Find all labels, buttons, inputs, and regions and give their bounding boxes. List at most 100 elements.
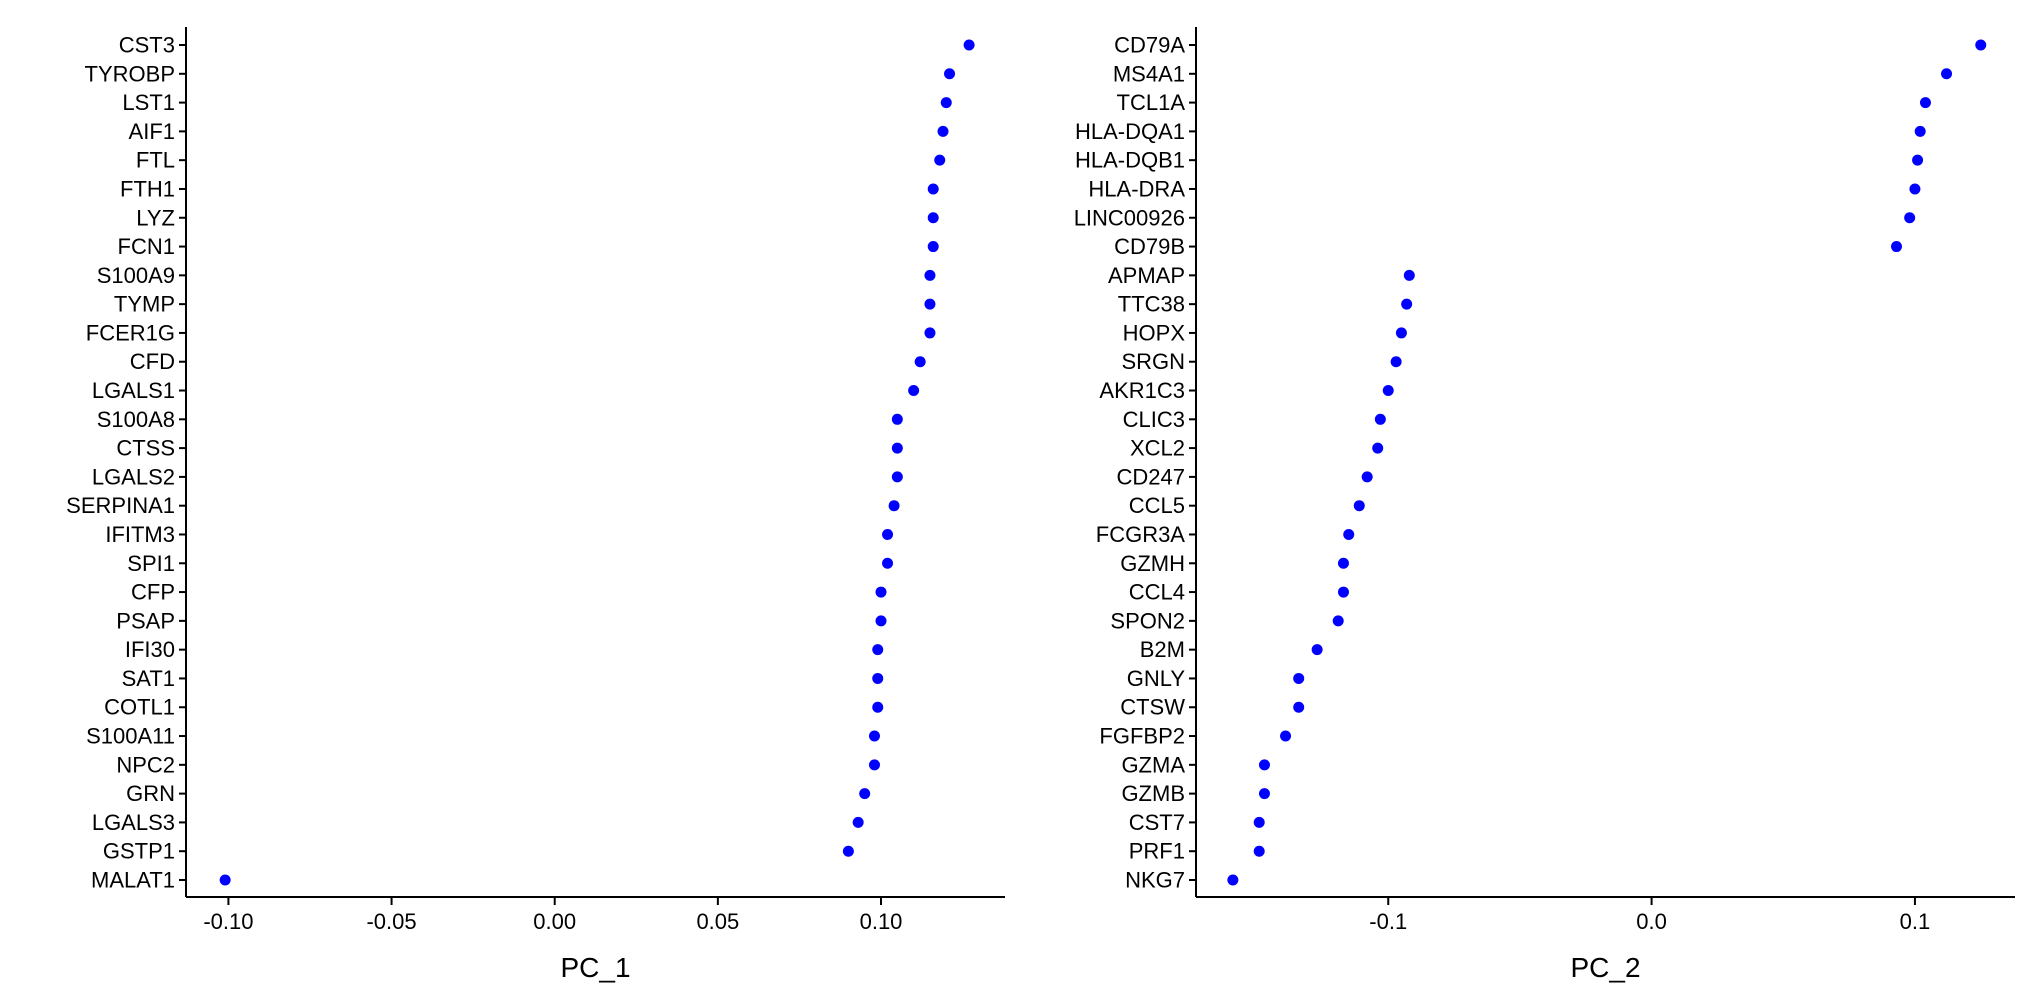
data-point: [963, 39, 975, 51]
data-point: [1311, 644, 1323, 656]
gene-label: LGALS1: [92, 378, 175, 403]
gene-label: SPON2: [1110, 608, 1185, 633]
gene-label: HLA-DQA1: [1075, 119, 1185, 144]
gene-label: LGALS2: [92, 464, 175, 489]
gene-label: GZMH: [1120, 551, 1185, 576]
gene-label: AKR1C3: [1099, 378, 1185, 403]
x-tick-label: 0.05: [696, 909, 739, 934]
data-point: [872, 672, 884, 684]
gene-label: B2M: [1140, 637, 1185, 662]
gene-label: FCER1G: [86, 320, 175, 345]
data-point: [940, 97, 952, 109]
x-tick-label: 0.0: [1636, 909, 1667, 934]
data-point: [1382, 385, 1394, 397]
gene-label: CTSW: [1120, 695, 1185, 720]
gene-label: CCL4: [1129, 580, 1185, 605]
data-point: [888, 500, 900, 512]
data-point: [1293, 701, 1305, 713]
gene-label: CST3: [119, 33, 175, 58]
data-point: [927, 241, 939, 253]
data-point: [924, 269, 936, 281]
data-point: [868, 730, 880, 742]
data-point: [1253, 816, 1265, 828]
gene-label: TYMP: [114, 292, 175, 317]
data-point: [1253, 845, 1265, 857]
gene-label: SAT1: [122, 666, 175, 691]
data-point: [1912, 154, 1924, 166]
data-point: [1337, 557, 1349, 569]
gene-label: LST1: [122, 90, 175, 115]
data-point: [1258, 759, 1270, 771]
gene-label: PRF1: [1129, 839, 1185, 864]
data-point: [1280, 730, 1292, 742]
data-point: [891, 471, 903, 483]
gene-label: S100A9: [97, 263, 175, 288]
data-point: [914, 356, 926, 368]
gene-label: CD79A: [1114, 33, 1185, 58]
gene-label: LINC00926: [1074, 205, 1185, 230]
gene-label: GZMB: [1121, 781, 1185, 806]
gene-label: SPI1: [127, 551, 175, 576]
gene-label: GSTP1: [103, 839, 175, 864]
gene-label: IFI30: [125, 637, 175, 662]
x-tick-label: 0.00: [533, 909, 576, 934]
data-point: [927, 183, 939, 195]
data-point: [1227, 874, 1239, 886]
gene-label: GZMA: [1121, 752, 1185, 777]
gene-label: CFP: [131, 580, 175, 605]
gene-label: CFD: [130, 349, 175, 374]
data-point: [924, 298, 936, 310]
x-tick-label: -0.1: [1369, 909, 1407, 934]
data-point: [1293, 672, 1305, 684]
gene-label: APMAP: [1108, 263, 1185, 288]
gene-label: TYROBP: [85, 61, 175, 86]
data-point: [891, 442, 903, 454]
gene-label: LGALS3: [92, 810, 175, 835]
gene-label: HOPX: [1123, 320, 1186, 345]
gene-label: NKG7: [1125, 868, 1185, 893]
gene-label: GNLY: [1127, 666, 1186, 691]
data-point: [1919, 97, 1931, 109]
gene-label: TTC38: [1118, 292, 1185, 317]
gene-label: FTL: [136, 148, 175, 173]
gene-label: TCL1A: [1117, 90, 1186, 115]
data-point: [882, 528, 894, 540]
data-point: [1401, 298, 1413, 310]
data-point: [1975, 39, 1987, 51]
x-tick-label: -0.10: [203, 909, 253, 934]
data-point: [1337, 586, 1349, 598]
panel-pc2: CD79A MS4A1 TCL1A HLA-DQA1 HLA-DQB1 HLA-DRA LI…: [1074, 27, 2015, 983]
data-point: [937, 125, 949, 137]
data-point: [1343, 528, 1355, 540]
data-point: [1909, 183, 1921, 195]
data-point: [875, 615, 887, 627]
gene-label: HLA-DRA: [1088, 176, 1185, 201]
data-point: [1941, 68, 1953, 80]
data-point: [944, 68, 956, 80]
gene-label: LYZ: [136, 205, 175, 230]
gene-label: SERPINA1: [66, 493, 175, 518]
gene-label: CST7: [1129, 810, 1185, 835]
data-point: [1403, 269, 1415, 281]
gene-label: S100A11: [86, 724, 175, 749]
gene-label: GRN: [126, 781, 175, 806]
gene-label: FCGR3A: [1096, 522, 1186, 547]
gene-label: XCL2: [1130, 436, 1185, 461]
data-point: [1890, 241, 1902, 253]
gene-label: SRGN: [1121, 349, 1185, 374]
data-point: [882, 557, 894, 569]
data-point: [868, 759, 880, 771]
data-point: [872, 701, 884, 713]
x-tick-label: -0.05: [366, 909, 416, 934]
data-point: [1374, 413, 1386, 425]
gene-label: AIF1: [129, 119, 175, 144]
gene-label: FCN1: [118, 234, 175, 259]
data-point: [891, 413, 903, 425]
data-point: [934, 154, 946, 166]
data-point: [1914, 125, 1926, 137]
data-point: [219, 874, 231, 886]
data-point: [1372, 442, 1384, 454]
data-point: [1332, 615, 1344, 627]
data-point: [872, 644, 884, 656]
